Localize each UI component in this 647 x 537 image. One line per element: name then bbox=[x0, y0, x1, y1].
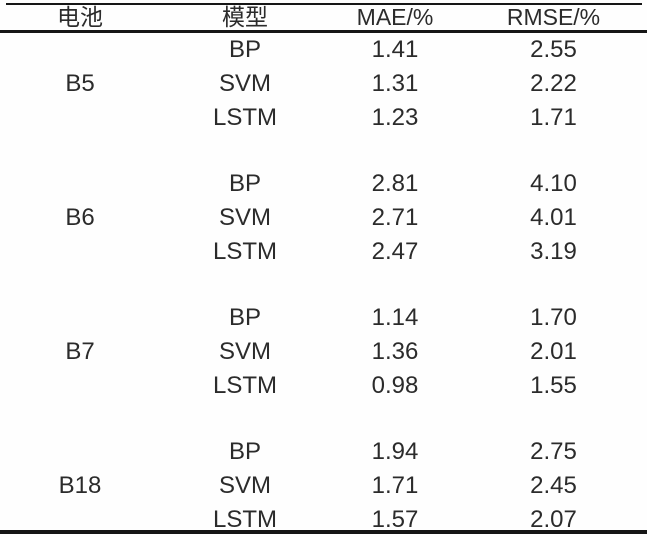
battery-group: BP 1.41 2.55 B5 SVM 1.31 2.22 LSTM 1.23 1.71 bbox=[0, 33, 647, 135]
table-header-rule bbox=[0, 30, 647, 33]
model-cell: LSTM bbox=[212, 506, 277, 533]
header-mae: MAE/% bbox=[356, 3, 434, 30]
table-row: BP 1.14 1.70 bbox=[0, 301, 647, 335]
table-row: BP 1.41 2.55 bbox=[0, 33, 647, 67]
model-cell: LSTM bbox=[212, 104, 277, 131]
model-cell: BP bbox=[228, 170, 261, 197]
table-bottom-rule bbox=[0, 530, 647, 534]
rmse-cell: 2.45 bbox=[530, 472, 577, 499]
mae-cell: 1.41 bbox=[371, 36, 419, 63]
table-header-row: 电池 模型 MAE/% RMSE/% bbox=[0, 4, 647, 30]
model-cell: BP bbox=[228, 36, 261, 63]
model-cell: SVM bbox=[218, 204, 271, 231]
table-row: B6 SVM 2.71 4.01 bbox=[0, 201, 647, 235]
rmse-cell: 1.71 bbox=[530, 104, 577, 131]
mae-cell: 1.71 bbox=[371, 472, 419, 499]
rmse-cell: 2.22 bbox=[530, 70, 577, 97]
rmse-cell: 2.75 bbox=[530, 438, 577, 465]
rmse-cell: 2.01 bbox=[530, 338, 577, 365]
table-row: LSTM 1.23 1.71 bbox=[0, 101, 647, 135]
header-battery: 电池 bbox=[57, 4, 103, 30]
header-model: 模型 bbox=[222, 4, 268, 30]
battery-cell: B5 bbox=[65, 70, 95, 97]
table-body: BP 1.41 2.55 B5 SVM 1.31 2.22 LSTM 1.23 1.71 BP 2.8… bbox=[0, 33, 647, 537]
model-cell: BP bbox=[228, 438, 261, 465]
mae-cell: 1.57 bbox=[371, 506, 419, 533]
model-cell: LSTM bbox=[212, 238, 277, 265]
table-row: B7 SVM 1.36 2.01 bbox=[0, 335, 647, 369]
battery-cell: B6 bbox=[65, 204, 95, 231]
model-cell: SVM bbox=[218, 472, 271, 499]
rmse-cell: 3.19 bbox=[530, 238, 577, 265]
mae-cell: 1.31 bbox=[371, 70, 419, 97]
table-row: B5 SVM 1.31 2.22 bbox=[0, 67, 647, 101]
rmse-cell: 2.07 bbox=[530, 506, 577, 533]
table-top-rule bbox=[6, 3, 642, 5]
header-rmse: RMSE/% bbox=[506, 3, 601, 30]
table-row: LSTM 1.57 2.07 bbox=[0, 503, 647, 537]
rmse-cell: 1.70 bbox=[530, 304, 577, 331]
battery-cell: B7 bbox=[65, 338, 95, 365]
rmse-cell: 1.55 bbox=[530, 372, 577, 399]
rmse-cell: 4.01 bbox=[530, 204, 577, 231]
mae-cell: 0.98 bbox=[371, 372, 419, 399]
battery-group: BP 1.94 2.75 B18 SVM 1.71 2.45 LSTM 1.57 2.07 bbox=[0, 435, 647, 537]
table-row: BP 1.94 2.75 bbox=[0, 435, 647, 469]
rmse-cell: 2.55 bbox=[530, 36, 577, 63]
mae-cell: 2.47 bbox=[371, 238, 419, 265]
battery-group: BP 2.81 4.10 B6 SVM 2.71 4.01 LSTM 2.47 3.19 bbox=[0, 167, 647, 269]
model-cell: SVM bbox=[218, 338, 271, 365]
table-row: BP 2.81 4.10 bbox=[0, 167, 647, 201]
table-row: LSTM 2.47 3.19 bbox=[0, 235, 647, 269]
rmse-cell: 4.10 bbox=[530, 170, 577, 197]
mae-cell: 1.23 bbox=[371, 104, 419, 131]
table-row: B18 SVM 1.71 2.45 bbox=[0, 469, 647, 503]
model-cell: LSTM bbox=[212, 372, 277, 399]
mae-cell: 2.71 bbox=[371, 204, 419, 231]
table-row: LSTM 0.98 1.55 bbox=[0, 369, 647, 403]
model-cell: SVM bbox=[218, 70, 271, 97]
mae-cell: 1.36 bbox=[371, 338, 419, 365]
mae-cell: 2.81 bbox=[371, 170, 419, 197]
mae-cell: 1.94 bbox=[371, 438, 419, 465]
battery-group: BP 1.14 1.70 B7 SVM 1.36 2.01 LSTM 0.98 1.55 bbox=[0, 301, 647, 403]
battery-cell: B18 bbox=[58, 472, 102, 499]
mae-cell: 1.14 bbox=[371, 304, 419, 331]
model-cell: BP bbox=[228, 304, 261, 331]
